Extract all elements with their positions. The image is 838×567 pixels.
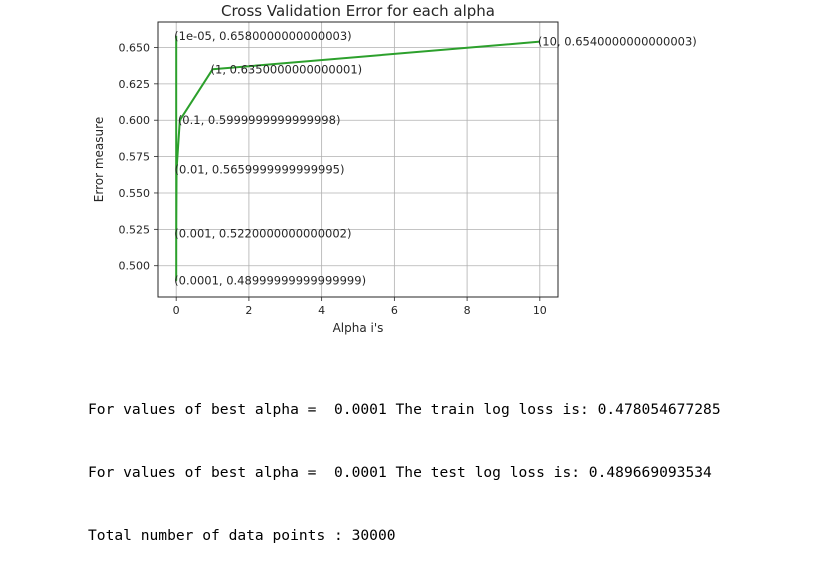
grid-layer (158, 22, 558, 297)
error-line (175, 35, 540, 282)
point-annotation: (0.1, 0.5999999999999998) (178, 113, 341, 127)
x-tick-label: 2 (245, 304, 252, 317)
y-tick-label: 0.550 (119, 187, 151, 200)
x-tick-label: 6 (391, 304, 398, 317)
point-annotation: (1e-05, 0.6580000000000003) (174, 29, 352, 43)
y-tick-label: 0.625 (119, 78, 151, 91)
y-tick-label: 0.650 (119, 41, 151, 54)
y-axis-label: Error measure (92, 117, 106, 202)
point-annotation: (10, 0.6540000000000003) (538, 35, 697, 49)
train-log-loss-line: For values of best alpha = 0.0001 The tr… (88, 401, 721, 418)
y-tick-label: 0.575 (119, 151, 151, 164)
line-layer (175, 35, 540, 282)
tick-layer: 0 2 4 6 8 10 0.500 0.525 0.550 0.575 0.600 0.625 0.6… (119, 41, 547, 317)
x-axis-label: Alpha i's (333, 321, 384, 335)
y-tick-label: 0.525 (119, 223, 151, 236)
total-data-points-line: Total number of data points : 30000 (88, 527, 396, 544)
point-annotation: (0.0001, 0.48999999999999999) (174, 273, 366, 287)
point-annotation: (0.001, 0.5220000000000002) (174, 227, 351, 241)
console-output: For values of best alpha = 0.0001 The tr… (88, 357, 721, 567)
test-log-loss-line: For values of best alpha = 0.0001 The te… (88, 464, 712, 481)
point-annotation: (0.01, 0.5659999999999995) (175, 163, 345, 177)
x-tick-label: 4 (318, 304, 325, 317)
chart-title: Cross Validation Error for each alpha (221, 2, 495, 20)
y-tick-label: 0.600 (119, 114, 151, 127)
y-tick-label: 0.500 (119, 260, 151, 273)
x-tick-label: 8 (464, 304, 471, 317)
x-tick-label: 0 (173, 304, 180, 317)
plot-frame (157, 21, 559, 298)
annotation-layer: (1e-05, 0.6580000000000003) (0.0001, 0.48… (174, 29, 697, 287)
cv-error-chart: (1e-05, 0.6580000000000003) (0.0001, 0.48… (0, 0, 838, 350)
x-tick-label: 10 (533, 304, 547, 317)
chart-background (0, 0, 838, 350)
point-annotation: (1, 0.6350000000000001) (211, 62, 363, 76)
